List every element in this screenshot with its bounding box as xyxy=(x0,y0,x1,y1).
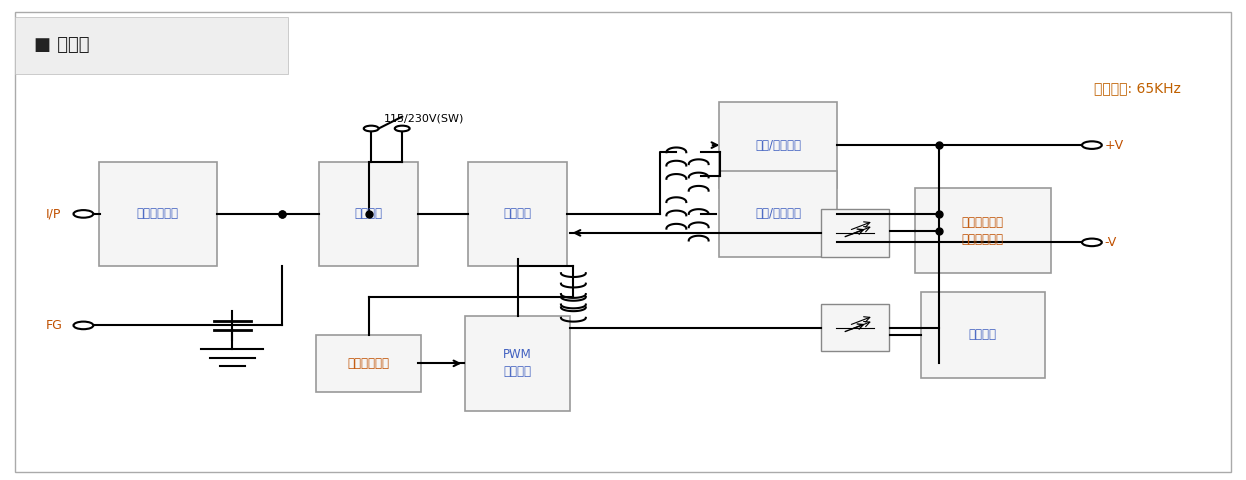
FancyBboxPatch shape xyxy=(15,12,1231,472)
Circle shape xyxy=(1082,239,1101,246)
Bar xyxy=(719,171,837,257)
Bar xyxy=(319,162,419,266)
Bar xyxy=(915,188,1050,273)
Bar xyxy=(98,162,217,266)
Bar xyxy=(316,335,421,392)
Text: 整流/滤波电路: 整流/滤波电路 xyxy=(755,139,801,152)
Circle shape xyxy=(364,126,379,132)
Bar xyxy=(719,102,837,188)
Text: +V: +V xyxy=(1104,139,1124,152)
Text: 过载保护电路: 过载保护电路 xyxy=(348,357,390,370)
Text: ■ 方框图: ■ 方框图 xyxy=(34,36,90,54)
Circle shape xyxy=(74,322,93,329)
Text: -V: -V xyxy=(1104,236,1116,249)
Bar xyxy=(921,292,1044,378)
Circle shape xyxy=(1082,141,1101,149)
Bar xyxy=(821,304,890,351)
Text: 过温保护电路
过压保护电路: 过温保护电路 过压保护电路 xyxy=(962,216,1004,245)
Text: 检测电路: 检测电路 xyxy=(968,328,997,341)
Text: PWM
控制电路: PWM 控制电路 xyxy=(503,348,532,378)
Text: 切换电路: 切换电路 xyxy=(503,207,532,220)
Text: 整流电路: 整流电路 xyxy=(355,207,383,220)
Bar xyxy=(465,316,571,411)
Circle shape xyxy=(395,126,410,132)
Text: 整流/滤波电路: 整流/滤波电路 xyxy=(755,207,801,220)
Text: I/P: I/P xyxy=(46,207,61,220)
Circle shape xyxy=(74,210,93,218)
Text: 振荡频率: 65KHz: 振荡频率: 65KHz xyxy=(1094,81,1181,95)
Text: 电磁滤波回路: 电磁滤波回路 xyxy=(137,207,179,220)
Bar xyxy=(821,209,890,257)
Text: FG: FG xyxy=(46,319,64,332)
FancyBboxPatch shape xyxy=(15,17,288,74)
Text: 115/230V(SW): 115/230V(SW) xyxy=(384,114,464,124)
Bar xyxy=(468,162,567,266)
